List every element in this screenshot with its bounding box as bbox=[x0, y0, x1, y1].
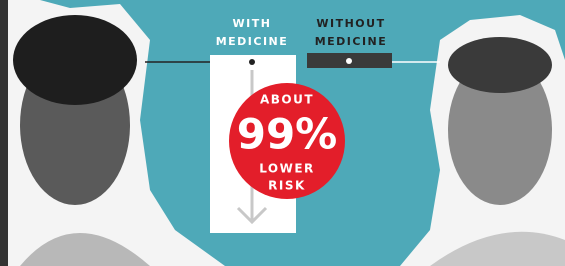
label: MEDICINE bbox=[216, 35, 289, 48]
badge-bottom: RISK bbox=[268, 179, 306, 193]
left-hair bbox=[13, 15, 137, 105]
left-dot bbox=[249, 59, 255, 65]
right-dot bbox=[346, 58, 352, 64]
badge-top: ABOUT bbox=[260, 93, 314, 107]
edge-strip bbox=[0, 0, 8, 266]
label: WITHOUT bbox=[316, 17, 385, 30]
badge-figure: 99% bbox=[237, 110, 338, 159]
right-hair bbox=[448, 37, 552, 93]
label: WITH bbox=[233, 17, 272, 30]
infographic: WITH MEDICINE WITHOUT MEDICINE ABOUT 99%… bbox=[0, 0, 565, 266]
label: MEDICINE bbox=[315, 35, 388, 48]
badge-bottom: LOWER bbox=[259, 162, 315, 176]
